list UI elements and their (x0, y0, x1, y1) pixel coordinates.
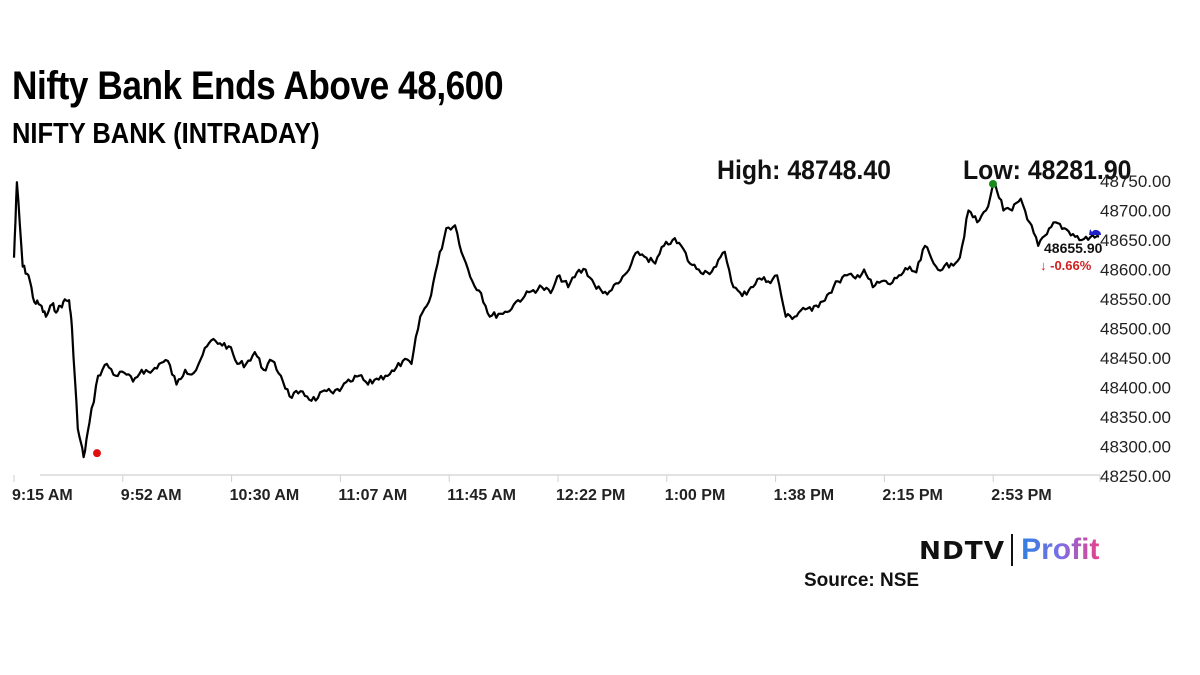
y-tick-label: 48350.00 (1100, 408, 1171, 427)
brand-profit: Profit (1021, 533, 1100, 566)
y-tick-label: 48250.00 (1100, 467, 1171, 486)
x-tick-label: 2:53 PM (991, 487, 1051, 504)
high-point-marker (989, 179, 997, 188)
source-note: Source: NSE (804, 570, 920, 591)
y-tick-label: 48400.00 (1100, 379, 1171, 398)
brand-divider (1011, 534, 1014, 566)
down-arrow-icon: ↓ (1040, 258, 1047, 273)
chart-subtitle: NIFTY BANK (INTRADAY) (12, 118, 320, 150)
low-point-marker (93, 449, 101, 458)
x-tick-label: 1:00 PM (665, 487, 725, 504)
y-axis: 48750.00 48700.00 48650.00 48600.00 48550.00… (1100, 172, 1171, 486)
high-label: High: 48748.40 (717, 155, 891, 185)
x-tick-label: 11:45 AM (447, 487, 516, 504)
last-price-value: 48655.90 (1044, 240, 1103, 256)
y-tick-label: 48500.00 (1100, 320, 1171, 339)
x-tick-label: 9:15 AM (12, 487, 73, 504)
low-label: Low: 48281.90 (963, 155, 1132, 185)
price-line (12, 181, 1100, 459)
x-tick-label: 2:15 PM (882, 487, 942, 504)
y-tick-label: 48450.00 (1100, 349, 1171, 368)
price-change: ↓ -0.66% (1040, 258, 1091, 273)
y-tick-label: 48600.00 (1100, 261, 1171, 280)
x-tick-label: 1:38 PM (774, 487, 834, 504)
x-tick-label: 11:07 AM (338, 487, 407, 504)
chart-title: Nifty Bank Ends Above 48,600 (12, 64, 504, 108)
y-tick-label: 48550.00 (1100, 290, 1171, 309)
change-percent: -0.66% (1050, 258, 1092, 273)
y-tick-label: 48750.00 (1100, 172, 1171, 191)
last-price-marker (1087, 229, 1101, 235)
y-tick-label: 48300.00 (1100, 438, 1171, 457)
x-tick-label: 9:52 AM (121, 487, 182, 504)
ndtv-profit-logo: NDTV Profit (918, 532, 1100, 568)
y-tick-label: 48650.00 (1100, 231, 1171, 250)
x-axis: 9:15 AM 9:52 AM 10:30 AM 11:07 AM 11:45 AM 12… (12, 474, 1101, 504)
brand-ndtv: NDTV (918, 535, 1006, 565)
x-tick-label: 10:30 AM (230, 487, 300, 504)
y-tick-label: 48700.00 (1100, 202, 1171, 221)
x-tick-label: 12:22 PM (556, 487, 625, 504)
